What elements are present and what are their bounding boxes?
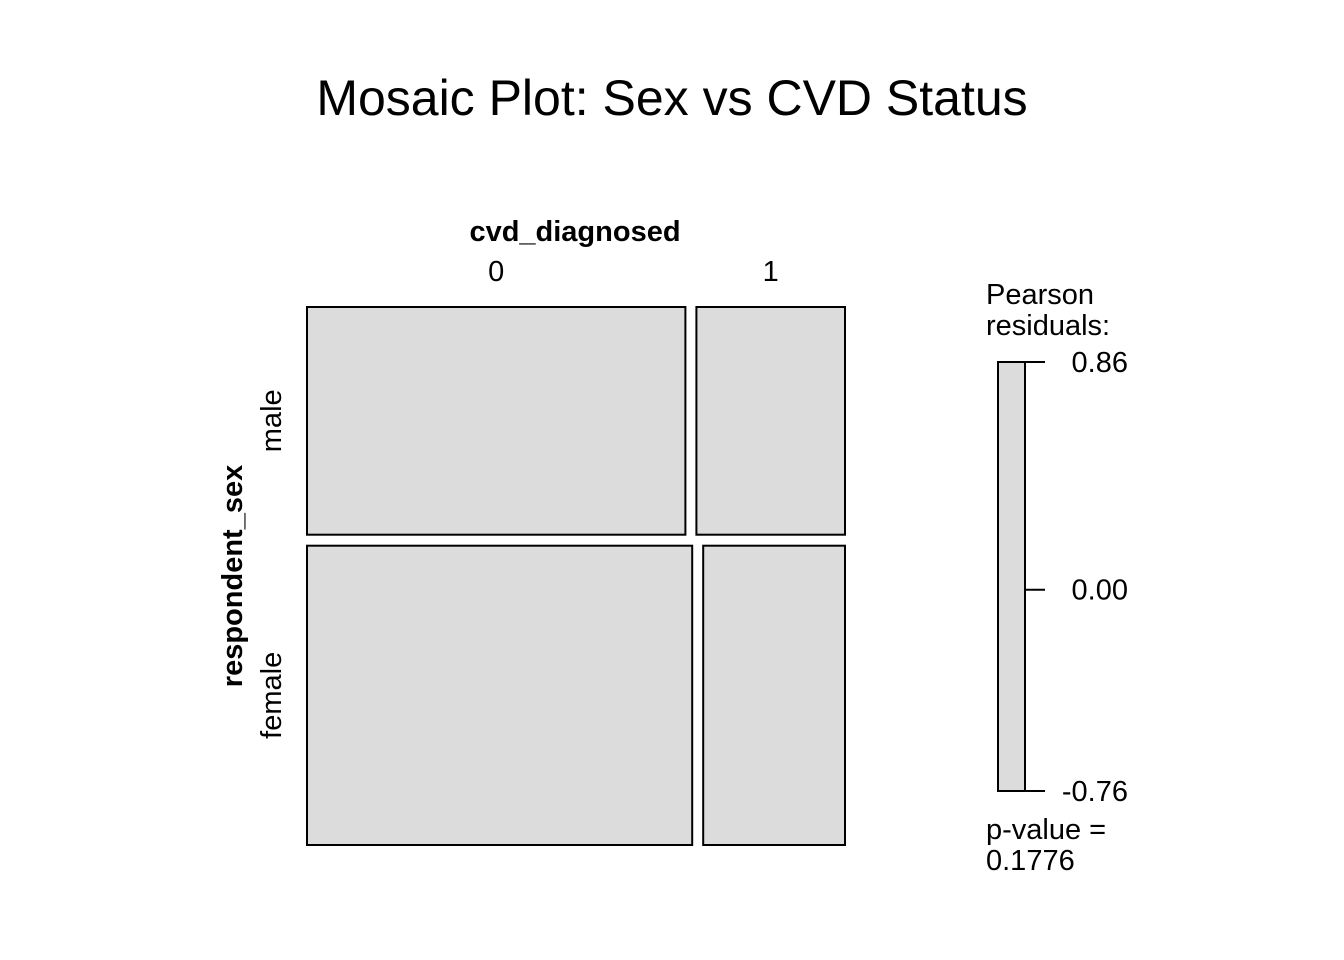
mosaic-cell-male-1 <box>695 306 847 536</box>
legend-tick-label: 0.00 <box>1072 575 1128 607</box>
row-level-labels: male female <box>256 389 288 738</box>
mosaic-cell-male-0 <box>306 306 687 536</box>
legend-tick-label: -0.76 <box>1062 776 1128 808</box>
row-variable-label: respondent_sex <box>217 465 249 687</box>
column-variable-label: cvd_diagnosed <box>469 216 680 248</box>
pvalue-line1: p-value = <box>986 814 1106 846</box>
column-label-0: 0 <box>488 256 504 288</box>
mosaic-cells <box>306 306 847 846</box>
legend-ticks: 0.86 0.00 -0.76 <box>1025 347 1128 808</box>
legend-title-line2: residuals: <box>986 310 1110 342</box>
legend: Pearson residuals: 0.86 0.00 -0.76 p-value… <box>986 279 1128 877</box>
legend-title-line1: Pearson <box>986 279 1094 311</box>
row-label-female: female <box>256 652 288 739</box>
chart-title: Mosaic Plot: Sex vs CVD Status <box>316 70 1027 126</box>
mosaic-cell-female-1 <box>702 544 847 846</box>
pvalue-line2: 0.1776 <box>986 845 1075 877</box>
column-label-1: 1 <box>763 256 779 288</box>
legend-tick-label: 0.86 <box>1072 347 1128 379</box>
mosaic-cell-female-0 <box>306 544 694 846</box>
legend-color-bar <box>997 361 1026 792</box>
row-label-male: male <box>256 389 288 452</box>
